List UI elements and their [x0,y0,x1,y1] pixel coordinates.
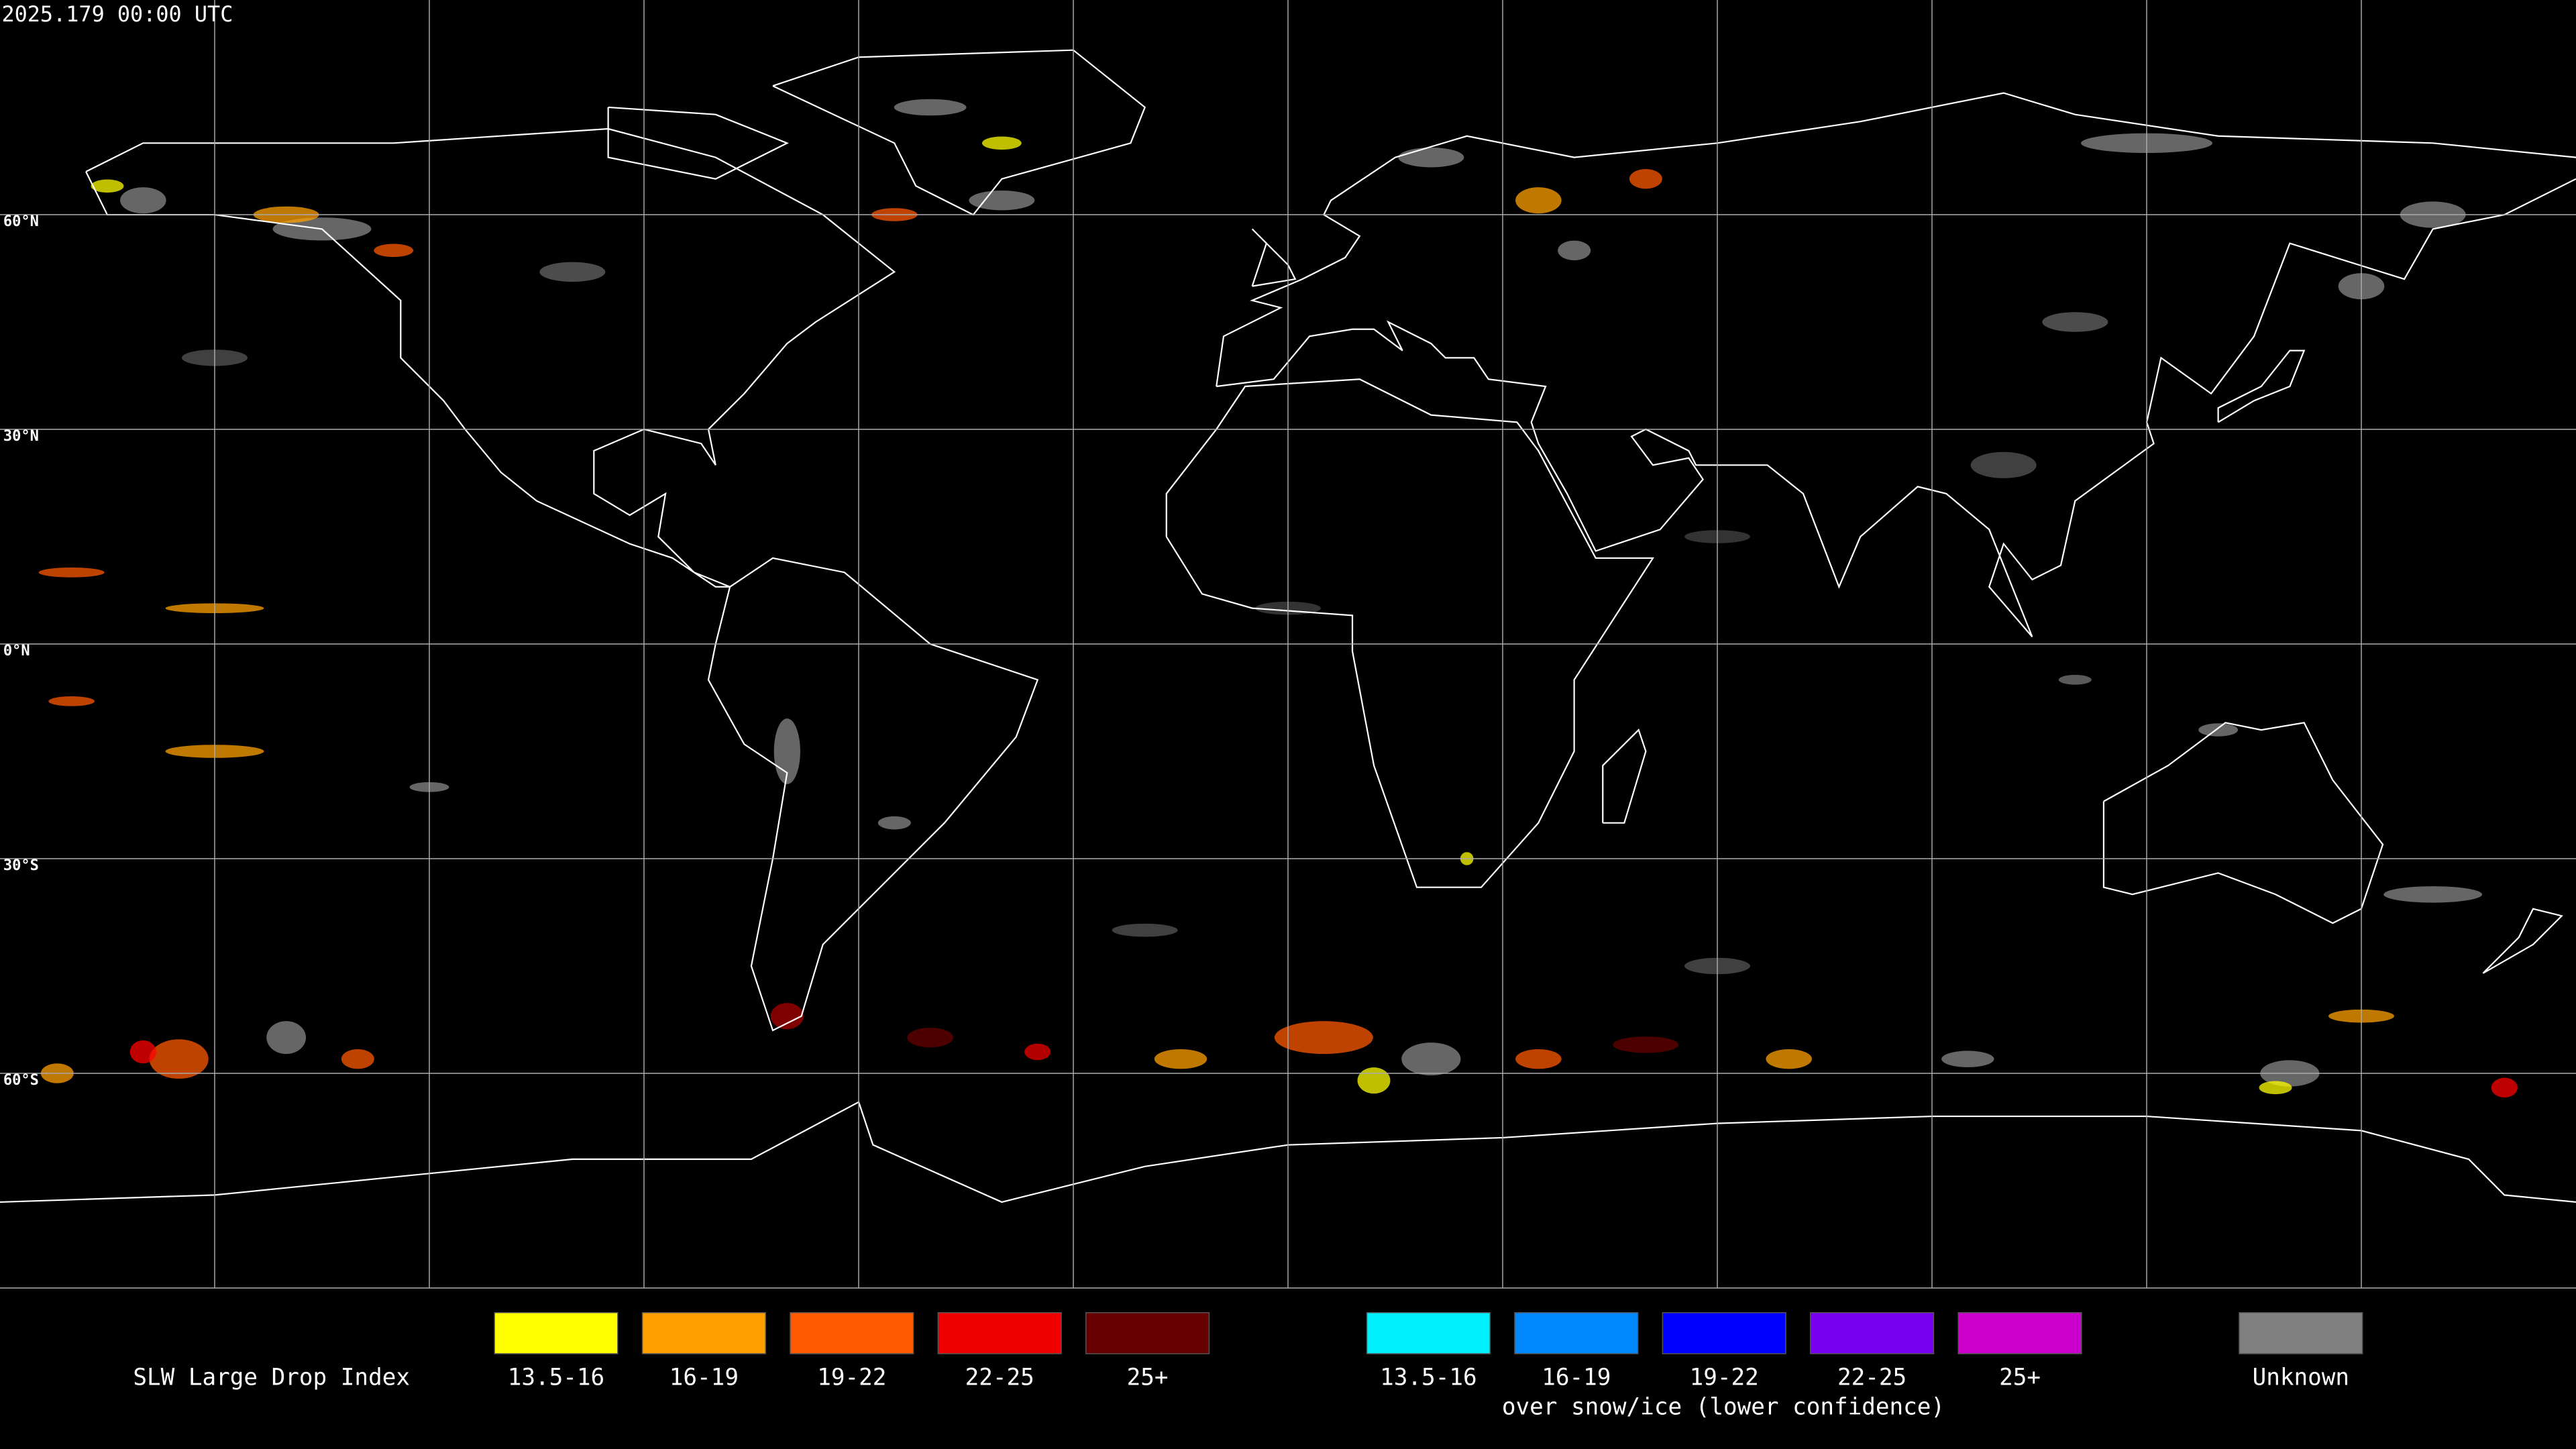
cloud-patch [907,1027,953,1048]
legend-label: 22-25 [1837,1364,1907,1391]
cloud-patch [1401,1042,1461,1076]
legend-swatch [2239,1312,2363,1354]
coastline [1165,378,1654,888]
coastline [772,49,1146,216]
cloud-patch [2383,886,2483,903]
cloud-patch [374,244,414,258]
latitude-labels: 60°N 30°N 0°N 30°S 60°S [3,213,39,1089]
legend-label: 22-25 [965,1364,1034,1391]
legend-swatch [1810,1312,1935,1354]
cloud-patch [1558,240,1591,261]
cloud-patch [129,1040,156,1064]
cloud-field [38,99,2518,1098]
cloud-patch [539,262,606,282]
legend-swatch [1662,1312,1786,1354]
cloud-patch [1274,1021,1373,1055]
latitude-label: 60°S [3,1072,39,1089]
coastline [2482,908,2563,974]
cloud-patch [266,1021,307,1055]
cloud-patch [2058,674,2092,685]
legend-label: 13.5-16 [508,1364,604,1391]
coastline [1216,178,2576,637]
cloud-patch [2198,723,2239,737]
cloud-patch [48,696,95,706]
legend-swatch [1514,1312,1639,1354]
legend-swatch [1957,1312,2082,1354]
legend-swatch [641,1312,766,1354]
cloud-patch [2491,1077,2518,1098]
cloud-patch [1941,1051,1994,1067]
cloud-patch [1112,923,1178,937]
latitude-label: 60°N [3,213,39,230]
cloud-patch [894,99,967,116]
cloud-patch [341,1049,374,1069]
legend-label: 19-22 [1690,1364,1759,1391]
legend-swatch [1366,1312,1491,1354]
coastline [607,106,789,180]
legend-swatch [494,1312,619,1354]
latitude-label: 30°N [3,428,39,445]
coastline [0,1101,2576,1203]
legend-swatch [1085,1312,1210,1354]
legend-caption: over snow/ice (lower confidence) [1502,1394,1945,1421]
coastline [1602,729,1647,824]
cloud-patch [1398,147,1464,168]
legend-label: 19-22 [817,1364,886,1391]
legend-label: 13.5-16 [1380,1364,1477,1391]
coastline [2217,350,2306,423]
coastline [1216,92,2576,387]
latitude-label: 0°N [3,643,30,659]
cloud-patch [149,1039,209,1079]
cloud-patch [1613,1036,1679,1053]
cloud-patch [1515,1049,1562,1069]
cloud-patch [1357,1067,1391,1094]
cloud-patch [1024,1043,1051,1061]
legend-swatch [937,1312,1062,1354]
cloud-patch [1515,187,1562,214]
cloud-patch [1154,1049,1208,1069]
legend-title: SLW Large Drop Index [133,1364,410,1391]
cloud-patch [981,136,1022,150]
cloud-patch [2042,312,2108,332]
cloud-patch [1970,451,2037,478]
graticule [0,0,2576,1288]
timestamp: 2025.179 00:00 UTC [1,1,233,27]
legend-label: Unknown [2253,1364,2349,1391]
legend-label: 25+ [1999,1364,2041,1391]
legend-label: 16-19 [1542,1364,1611,1391]
cloud-patch [1766,1049,1812,1069]
legend-label: 25+ [1127,1364,1169,1391]
legend-swatch [790,1312,914,1354]
cloud-patch [877,816,911,830]
coastline [707,557,1039,1032]
legend-label: 16-19 [669,1364,739,1391]
cloud-patch [1629,168,1662,189]
latitude-label: 30°S [3,857,39,874]
cloud-patch [2259,1081,2292,1095]
cloud-patch [969,190,1035,211]
cloud-patch [38,567,105,578]
cloud-patch [91,179,124,193]
legend: 13.5-16 16-19 19-22 22-25 25+ 13.5-16 16-19 19-… [494,1312,2363,1421]
cloud-patch [120,187,166,214]
cloud-patch [770,1003,804,1030]
